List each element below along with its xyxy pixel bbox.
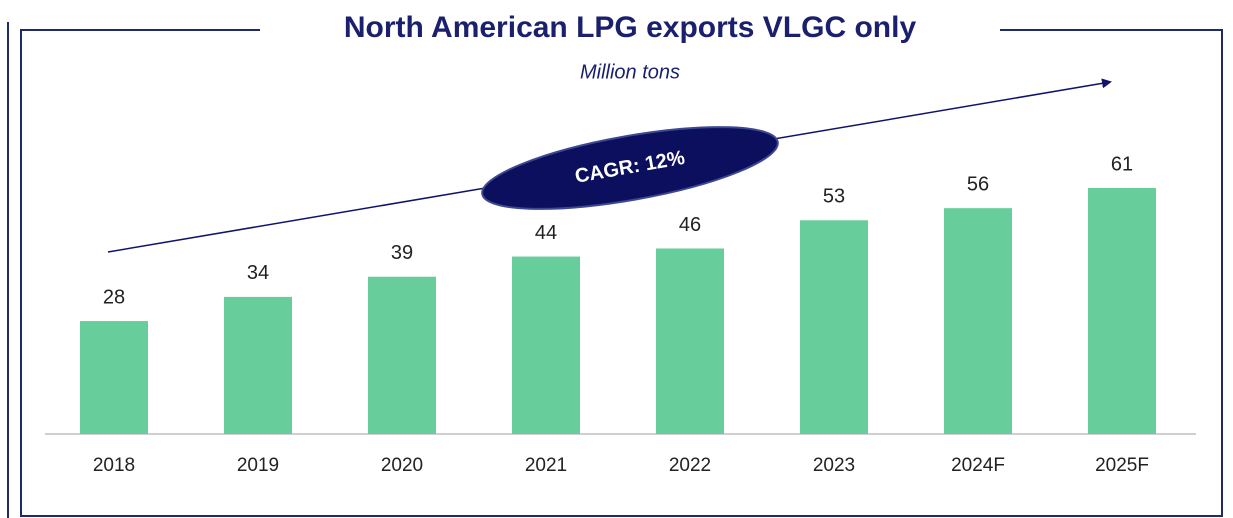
bar	[800, 220, 868, 434]
bar	[1088, 188, 1156, 434]
value-label: 44	[535, 222, 557, 244]
cagr-badge: CAGR: 12%	[481, 126, 779, 210]
x-tick-label: 2019	[237, 455, 279, 476]
bar	[512, 256, 580, 434]
x-tick-label: 2023	[813, 455, 855, 476]
value-label: 34	[247, 262, 269, 284]
bar	[656, 248, 724, 434]
value-label: 46	[679, 214, 701, 236]
x-tick-label: 2018	[93, 455, 135, 476]
x-tick-label: 2022	[669, 455, 711, 476]
x-tick-label: 2024F	[951, 455, 1005, 476]
value-label: 53	[823, 186, 845, 208]
bar	[944, 208, 1012, 434]
chart-subtitle: Million tons	[580, 61, 680, 83]
value-label: 56	[967, 173, 989, 195]
bar	[368, 276, 436, 434]
bar	[224, 296, 292, 434]
x-tick-label: 2021	[525, 455, 567, 476]
frame	[20, 29, 1223, 517]
x-tick-label: 2020	[381, 455, 423, 476]
x-tick-label: 2025F	[1095, 455, 1149, 476]
chart-title: North American LPG exports VLGC only	[344, 11, 917, 44]
value-label: 28	[103, 286, 125, 308]
value-label: 39	[391, 242, 413, 264]
cagr-ellipse	[481, 126, 779, 210]
value-label: 61	[1111, 153, 1133, 175]
bar	[80, 321, 148, 434]
